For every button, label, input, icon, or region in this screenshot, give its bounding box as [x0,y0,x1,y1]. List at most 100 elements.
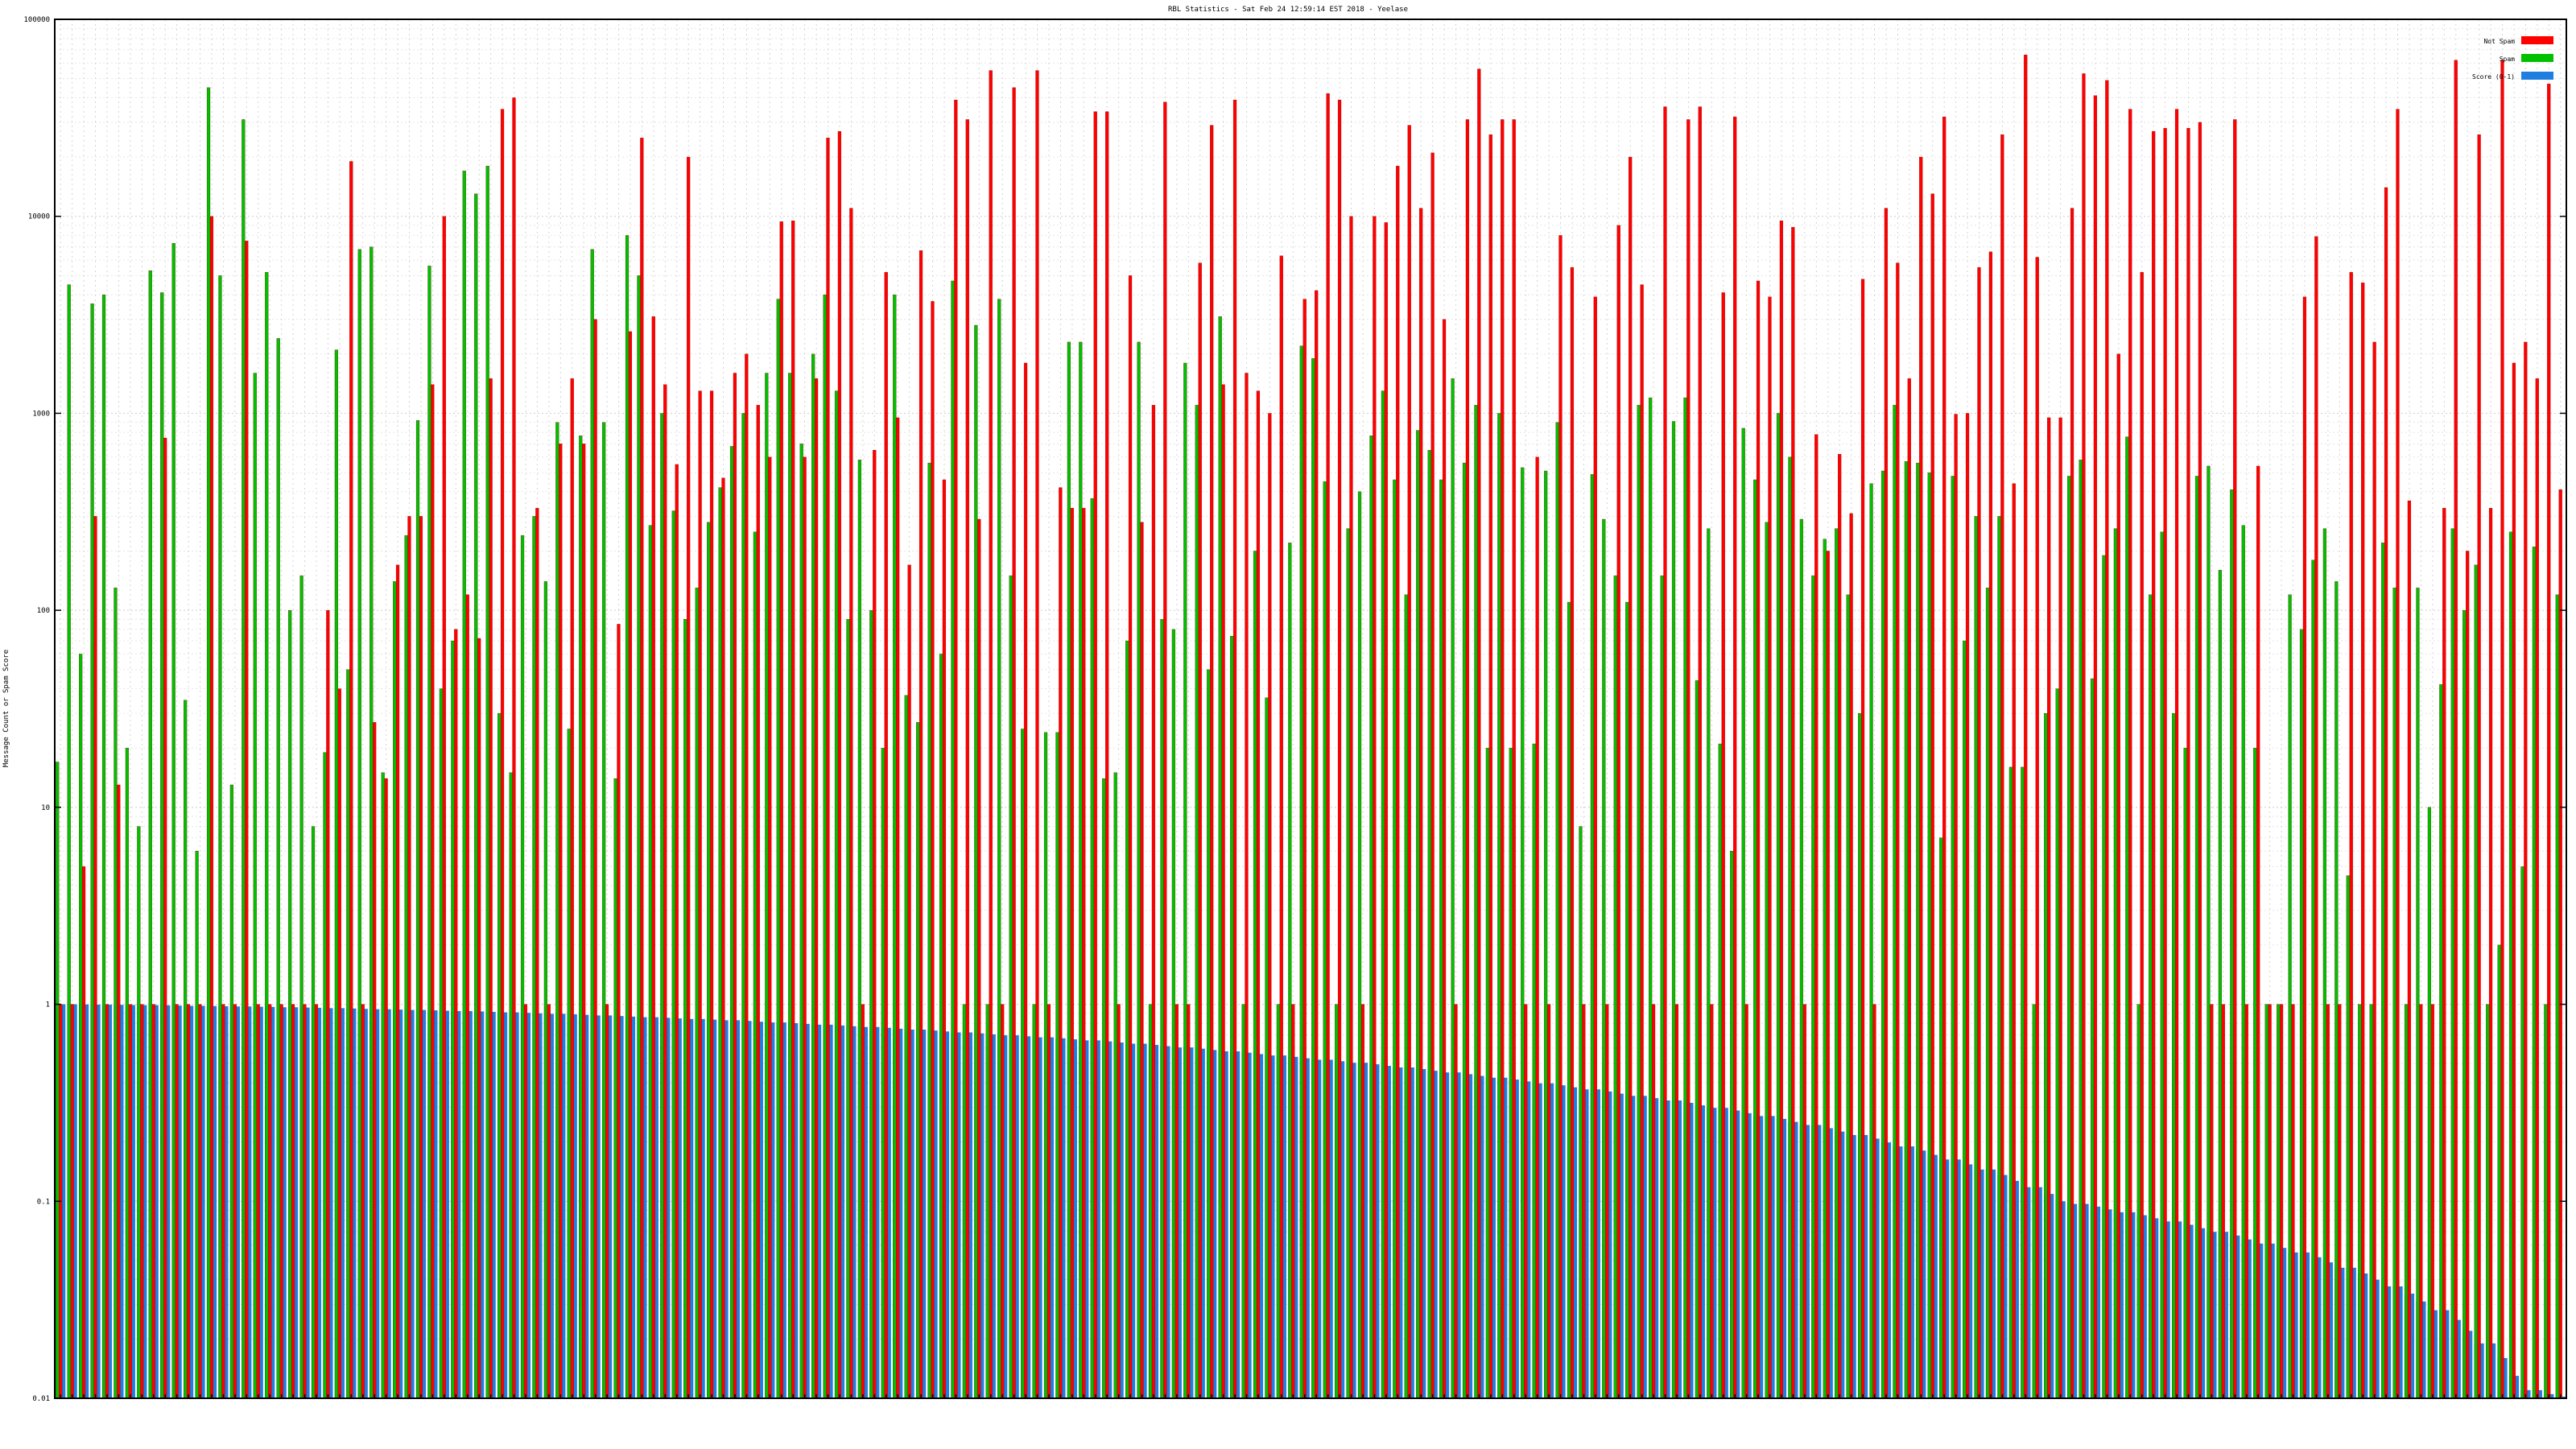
spam-bar [1718,743,1722,1399]
spam-bar [1381,390,1385,1399]
legend-swatch [2521,36,2553,44]
not-spam-bar [1570,267,1575,1399]
not-spam-bar [2035,257,2039,1399]
spam-bar [439,688,444,1399]
spam-bar [985,1004,989,1399]
spam-bar [1555,422,1559,1399]
not-spam-bar [1315,290,1319,1399]
spam-bar [579,436,583,1399]
not-spam-bar [896,417,900,1399]
spam-bar [2544,1004,2548,1399]
spam-bar [741,413,745,1399]
spam-bar [857,460,862,1399]
spam-bar [2439,684,2443,1399]
not-spam-bar [756,405,760,1399]
y-tick-label: 1000 [32,410,50,418]
not-spam-bar [105,1004,109,1399]
spam-bar [1148,1004,1153,1399]
spam-bar [625,235,630,1399]
not-spam-bar [1698,106,1702,1399]
not-spam-bar [291,1004,295,1399]
not-spam-bar [768,456,772,1399]
spam-bar [916,722,920,1399]
not-spam-bar [1546,1004,1551,1399]
spam-bar [1985,588,1990,1399]
spam-bar [683,619,687,1399]
legend-swatch [2521,54,2553,62]
spam-bar [253,373,257,1399]
spam-bar [2044,712,2048,1399]
spam-bar [2392,588,2396,1399]
not-spam-bar [803,456,807,1399]
not-spam-bar [1396,166,1400,1399]
spam-bar [2055,688,2059,1399]
spam-bar [2358,1004,2362,1399]
not-spam-bar [2407,500,2412,1399]
not-spam-bar [2512,362,2516,1399]
not-spam-bar [1465,119,1470,1399]
not-spam-bar [2105,80,2109,1399]
spam-bar [1032,1004,1036,1399]
spam-bar [369,246,374,1399]
not-spam-bar [1070,508,1074,1399]
not-spam-bar [849,208,853,1399]
not-spam-bar [1174,1004,1179,1399]
not-spam-bar [407,516,411,1399]
not-spam-bar [1128,275,1133,1399]
not-spam-bar [814,378,819,1399]
not-spam-bar [523,1004,528,1399]
spam-bar [881,748,885,1399]
spam-bar [1927,472,1931,1399]
not-spam-bar [535,508,539,1399]
not-spam-bar [1791,227,1795,1399]
spam-bar [67,284,71,1399]
not-spam-bar [1733,116,1737,1399]
not-spam-bar [128,1004,132,1399]
not-spam-bar [1279,255,1283,1399]
not-spam-bar [2047,417,2051,1399]
not-spam-bar [1430,152,1435,1399]
spam-bar [648,525,653,1399]
not-spam-bar [1023,362,1028,1399]
spam-bar [1637,405,1641,1399]
not-spam-bar [1210,125,1214,1399]
spam-bar [1521,467,1525,1399]
not-spam-bar [2535,378,2539,1399]
not-spam-bar [256,1004,260,1399]
spam-bar [1241,1004,1245,1399]
spam-bar [1125,640,1129,1399]
spam-bar [1602,518,1606,1399]
not-spam-bar [1872,1004,1876,1399]
spam-bar [1625,601,1629,1399]
spam-bar [2346,875,2350,1399]
not-spam-bar [186,1004,191,1399]
not-spam-bar [209,216,214,1399]
spam-bar [1753,479,1757,1399]
spam-bar [2474,564,2478,1399]
spam-bar [893,294,897,1399]
not-spam-bar [373,722,377,1399]
spam-bar [1869,483,1873,1399]
spam-bar [1393,479,1397,1399]
spam-bar [2102,555,2106,1399]
spam-bar [869,609,873,1399]
not-spam-bar [1640,284,1644,1399]
not-spam-bar [2186,128,2190,1399]
spam-bar [2253,748,2257,1399]
spam-bar [1613,575,1617,1399]
not-spam-bar [2012,483,2016,1399]
not-spam-bar [721,477,725,1399]
not-spam-bar [837,131,842,1399]
spam-bar [137,826,141,1399]
spam-bar [2194,476,2199,1399]
spam-bar [846,619,850,1399]
spam-bar [1230,635,1234,1399]
spam-bar [1090,497,1094,1399]
spam-bar [2090,678,2095,1399]
not-spam-bar [1896,262,1900,1399]
not-spam-bar [2244,1004,2248,1399]
not-spam-bar [1268,413,1272,1399]
not-spam-bar [651,316,655,1399]
not-spam-bar [884,272,888,1399]
spam-bar [1021,729,1025,1399]
